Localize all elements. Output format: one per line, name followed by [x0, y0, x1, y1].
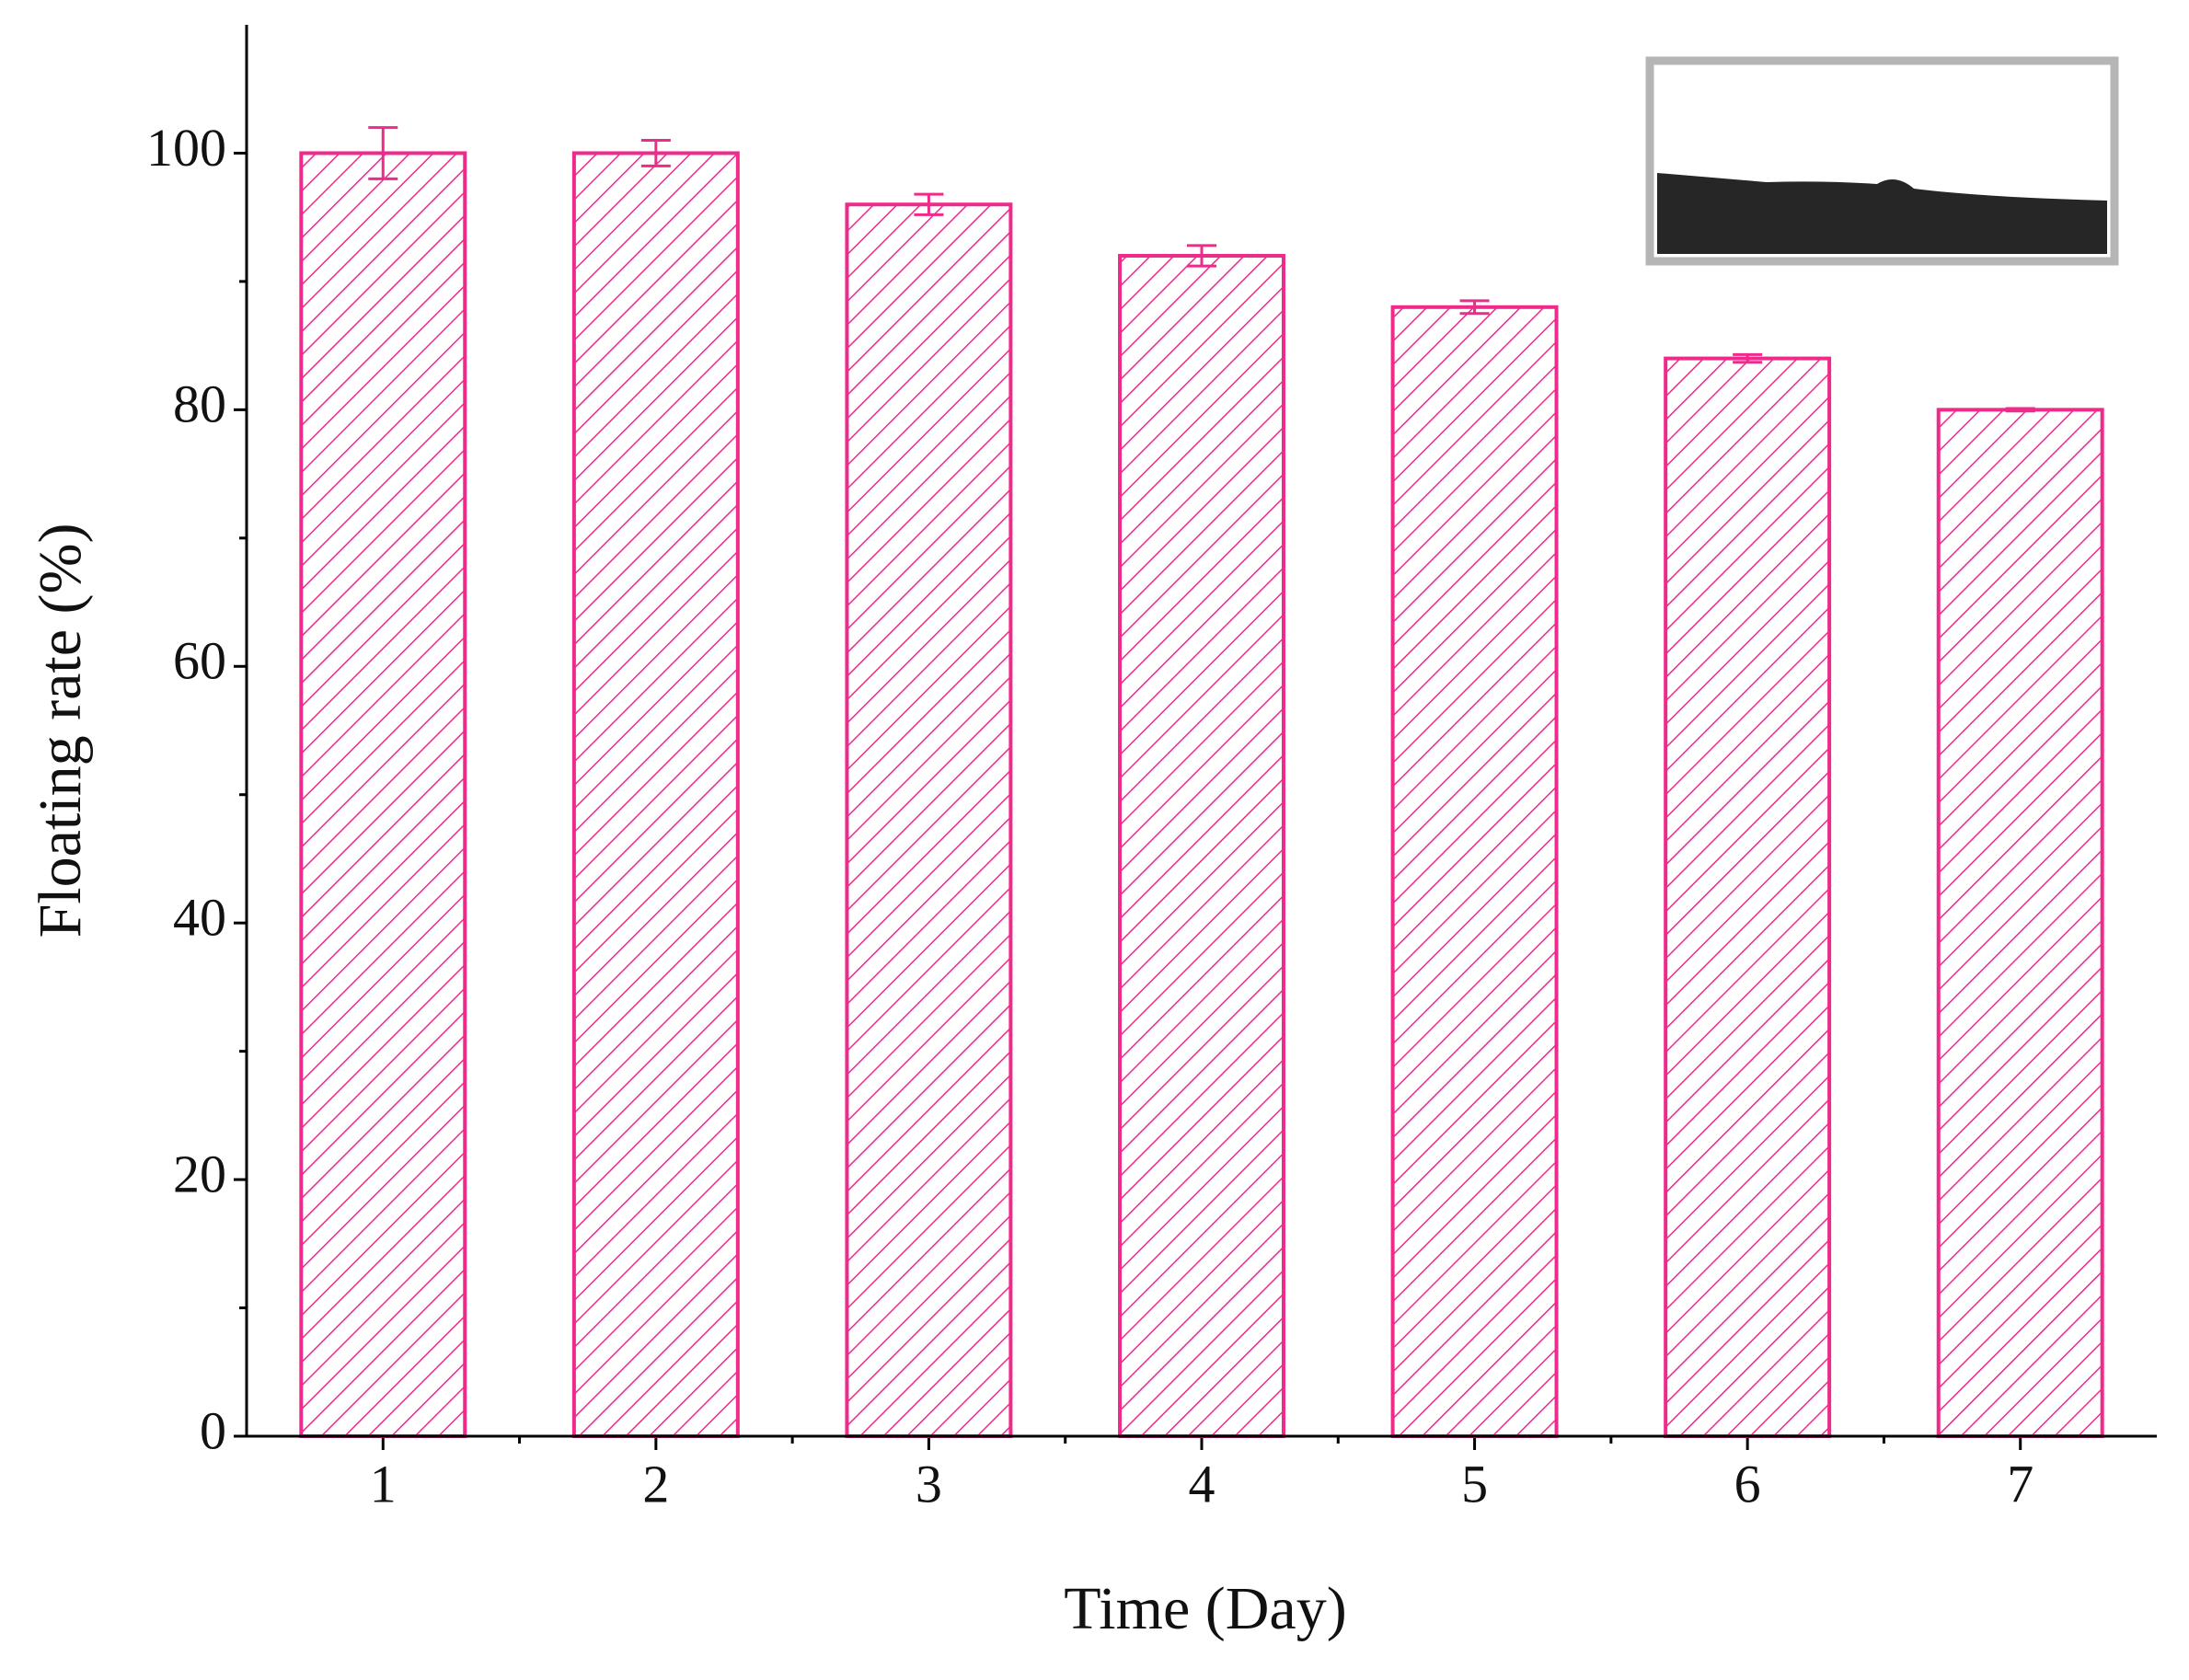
y-tick-label: 0 — [200, 1400, 226, 1460]
bar — [1390, 305, 1559, 1438]
error-bar — [1459, 299, 1490, 316]
error-bar — [640, 139, 671, 167]
bar — [1118, 254, 1285, 1438]
y-tick-label: 20 — [173, 1144, 226, 1203]
bar — [1936, 408, 2104, 1438]
error-bar — [1733, 352, 1763, 364]
error-bar — [2005, 407, 2035, 413]
bar — [1664, 356, 1832, 1439]
error-bar — [1187, 244, 1216, 268]
error-bar — [914, 192, 944, 216]
bar — [571, 151, 740, 1438]
y-axis-title: Floating rate (%) — [27, 524, 94, 938]
y-tick-label: 100 — [146, 118, 226, 178]
bar — [299, 151, 467, 1438]
x-tick-label: 2 — [642, 1454, 669, 1513]
x-tick-label: 1 — [370, 1454, 397, 1513]
y-tick-label: 60 — [173, 631, 226, 691]
x-tick-label: 5 — [1461, 1454, 1488, 1513]
inset-photo — [1645, 56, 2119, 266]
x-tick-label: 3 — [916, 1454, 942, 1513]
x-tick-label: 7 — [2007, 1454, 2033, 1513]
x-axis-title: Time (Day) — [1064, 1575, 1346, 1642]
error-bar — [368, 126, 398, 180]
x-tick-label: 6 — [1734, 1454, 1761, 1513]
y-tick-label: 80 — [173, 374, 226, 434]
x-tick-label: 4 — [1189, 1454, 1215, 1513]
bar — [845, 202, 1013, 1439]
y-tick-label: 40 — [173, 887, 226, 947]
